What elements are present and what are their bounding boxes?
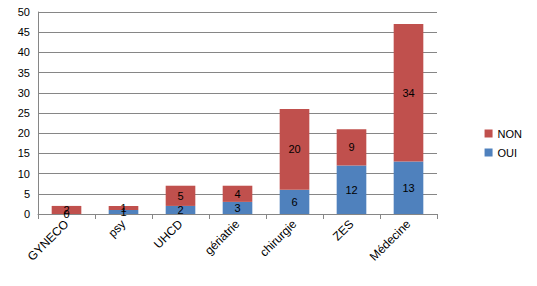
- svg-text:6: 6: [291, 196, 297, 208]
- svg-text:NON: NON: [498, 128, 523, 140]
- svg-text:psy: psy: [105, 217, 128, 240]
- svg-text:0: 0: [24, 208, 30, 220]
- svg-text:1: 1: [120, 202, 126, 214]
- svg-text:5: 5: [177, 190, 183, 202]
- svg-text:chirurgie: chirurgie: [257, 217, 300, 260]
- svg-text:5: 5: [24, 188, 30, 200]
- svg-text:20: 20: [288, 143, 300, 155]
- svg-text:15: 15: [18, 147, 30, 159]
- svg-text:13: 13: [402, 182, 414, 194]
- svg-text:OUI: OUI: [498, 147, 518, 159]
- svg-text:3: 3: [234, 202, 240, 214]
- svg-text:12: 12: [345, 184, 357, 196]
- svg-text:UHCD: UHCD: [151, 217, 186, 252]
- svg-text:40: 40: [18, 46, 30, 58]
- svg-text:25: 25: [18, 107, 30, 119]
- svg-text:34: 34: [402, 87, 414, 99]
- svg-text:2: 2: [177, 204, 183, 216]
- svg-text:2: 2: [63, 204, 69, 216]
- svg-text:20: 20: [18, 127, 30, 139]
- svg-text:9: 9: [348, 141, 354, 153]
- svg-text:Médecine: Médecine: [367, 217, 414, 264]
- svg-text:30: 30: [18, 87, 30, 99]
- svg-text:50: 50: [18, 6, 30, 18]
- svg-text:GYNECO: GYNECO: [25, 217, 72, 264]
- svg-text:35: 35: [18, 67, 30, 79]
- svg-text:4: 4: [234, 188, 240, 200]
- svg-text:gériatrie: gériatrie: [202, 217, 243, 258]
- svg-text:10: 10: [18, 168, 30, 180]
- svg-text:45: 45: [18, 26, 30, 38]
- svg-text:ZES: ZES: [330, 217, 356, 243]
